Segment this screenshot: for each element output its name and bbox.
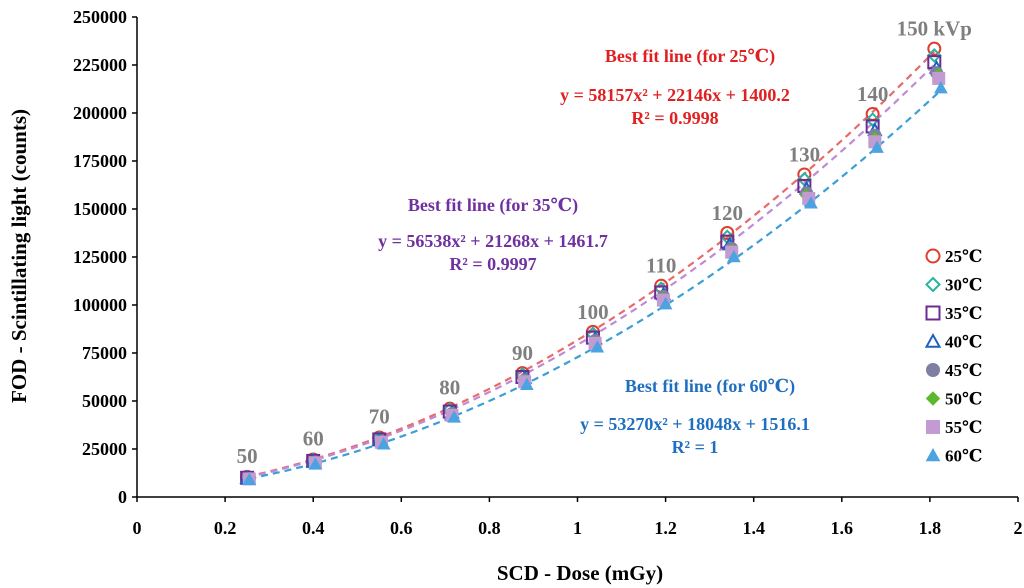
- fit-title-25: Best fit line (for 25℃): [605, 46, 775, 67]
- data-point: [870, 140, 884, 153]
- y-tick-label: 125000: [73, 247, 127, 267]
- kvp-label: 100: [577, 300, 609, 324]
- data-point: [447, 410, 462, 423]
- x-tick-label: 0.6: [390, 518, 413, 538]
- x-tick-label: 1.2: [654, 518, 677, 538]
- data-point: [932, 71, 946, 85]
- data-point: [934, 81, 948, 94]
- fit-curve-25℃: [246, 50, 936, 478]
- legend-marker: [925, 391, 941, 406]
- data-point: [865, 112, 881, 128]
- legend: 25℃ 30℃ 35℃ 40℃ 45℃ 50℃ 55℃ 60℃: [924, 247, 982, 466]
- fit-equation-60: y = 53270x² + 18048x + 1516.1: [580, 414, 810, 434]
- legend-marker: [925, 276, 941, 293]
- x-tick-label: 1.6: [831, 518, 854, 538]
- y-tick-label: 25000: [82, 439, 127, 459]
- y-tick-label: 150000: [73, 199, 127, 219]
- kvp-label: 70: [369, 404, 390, 428]
- fit-curve-60℃: [249, 89, 942, 480]
- data-point: [804, 196, 818, 209]
- fit-title-60: Best fit line (for 60℃): [625, 376, 795, 397]
- legend-marker: [925, 248, 941, 264]
- legend-label: 30℃: [945, 276, 982, 295]
- axes: 0 0.2 0.4 0.6 0.8 1 1.2 1.4 1.6 1.8 2 0 25000 50000 75…: [73, 7, 1023, 538]
- data-point: [927, 41, 942, 56]
- data-point: [590, 340, 605, 353]
- data-points: [239, 41, 948, 486]
- fit-title-35: Best fit line (for 35℃): [408, 195, 578, 216]
- data-point: [242, 472, 257, 486]
- legend-label: 60℃: [945, 447, 982, 466]
- legend-marker: [926, 363, 940, 377]
- y-tick-label: 250000: [73, 7, 127, 27]
- y-tick-label: 175000: [73, 151, 127, 171]
- legend-label: 40℃: [945, 333, 982, 352]
- data-point: [658, 297, 673, 310]
- fit-equation-35: y = 56538x² + 21268x + 1461.7: [378, 231, 608, 251]
- legend-marker: [925, 447, 941, 462]
- kvp-label: 140: [857, 82, 889, 106]
- legend-marker: [926, 420, 940, 434]
- kvp-label: 80: [439, 376, 460, 400]
- x-tick-label: 1: [573, 518, 582, 538]
- kvp-labels: 50 60 70 80 90 100 110 120 130 140 150 kVp: [237, 17, 972, 468]
- data-point: [308, 457, 323, 470]
- kvp-label: 150 kVp: [897, 17, 972, 41]
- legend-label: 50℃: [945, 390, 982, 409]
- y-tick-label: 225000: [73, 55, 127, 75]
- x-tick-label: 0.8: [478, 518, 501, 538]
- x-tick-label: 1.8: [919, 518, 942, 538]
- legend-marker: [924, 332, 942, 348]
- legend-label: 55℃: [945, 418, 982, 437]
- y-tick-label: 200000: [73, 103, 127, 123]
- kvp-label: 90: [512, 341, 533, 365]
- fit-equation-25: y = 58157x² + 22146x + 1400.2: [560, 85, 790, 105]
- kvp-label: 120: [712, 201, 744, 225]
- x-tick-label: 0.2: [214, 518, 237, 538]
- data-point: [720, 226, 735, 240]
- x-tick-label: 1.4: [742, 518, 765, 538]
- data-point: [519, 377, 534, 390]
- kvp-label: 130: [789, 142, 821, 166]
- fit-r2-25: R² = 0.9998: [631, 108, 718, 128]
- kvp-label: 60: [303, 427, 324, 451]
- legend-label: 25℃: [945, 247, 982, 266]
- y-tick-label: 50000: [82, 391, 127, 411]
- y-axis-label: FOD - Scintillating light (counts): [7, 109, 31, 403]
- x-tick-label: 2: [1014, 518, 1023, 538]
- x-tick-label: 0: [133, 518, 142, 538]
- data-point: [926, 47, 942, 63]
- legend-marker: [925, 305, 941, 321]
- kvp-label: 110: [646, 254, 676, 278]
- legend-label: 45℃: [945, 361, 982, 380]
- y-tick-label: 100000: [73, 295, 127, 315]
- fit-r2-35: R² = 0.9997: [449, 254, 536, 274]
- fit-r2-60: R² = 1: [672, 437, 719, 457]
- y-tick-label: 0: [118, 487, 127, 507]
- x-tick-label: 0.4: [302, 518, 325, 538]
- y-tick-label: 75000: [82, 343, 127, 363]
- kvp-label: 50: [237, 444, 258, 468]
- x-axis-label: SCD - Dose (mGy): [497, 561, 663, 585]
- data-point: [727, 249, 741, 263]
- legend-label: 35℃: [945, 304, 982, 323]
- data-point: [376, 437, 391, 450]
